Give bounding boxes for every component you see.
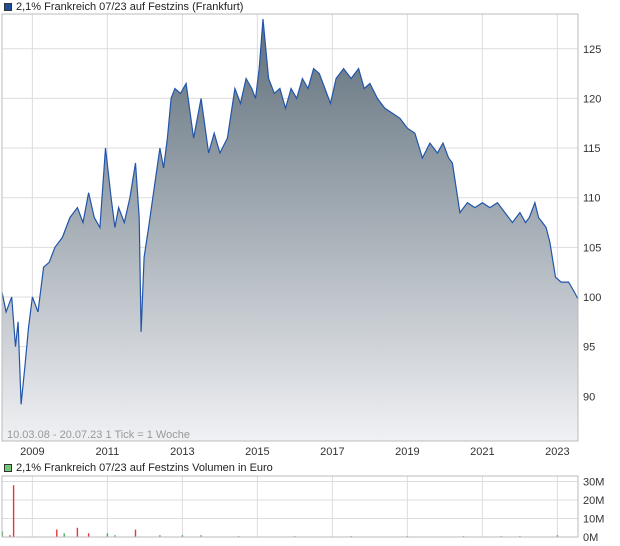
x-tick-2023: 2023 [545,446,569,458]
volume-bar [56,529,58,537]
footer-range-text: 10.03.08 - 20.07.23 1 Tick = 1 Woche [7,429,190,441]
price-y-tick-95: 95 [583,342,595,354]
price-y-tick-125: 125 [583,44,601,56]
volume-bar [106,533,109,537]
x-tick-2009: 2009 [20,446,44,458]
price-legend-label: 2,1% Frankreich 07/23 auf Festzins (Fran… [16,1,244,13]
volume-y-tick-20M: 20M [583,495,604,507]
price-y-tick-110: 110 [583,193,601,205]
volume-bar [12,485,15,537]
x-tick-2015: 2015 [245,446,269,458]
price-plot-frame [1,13,579,442]
x-tick-2017: 2017 [320,446,344,458]
price-y-tick-115: 115 [583,143,601,155]
price-panel: 90 95 100 105 110 115 120 125 2009 2011 2013 2015 20… [1,13,601,458]
price-y-tick-100: 100 [583,292,601,304]
price-y-tick-120: 120 [583,93,601,105]
price-legend-swatch [4,3,12,11]
volume-bar [134,529,137,537]
volume-bar [9,535,11,537]
price-y-tick-105: 105 [583,242,601,254]
volume-bar [114,535,116,537]
x-tick-2021: 2021 [470,446,494,458]
volume-bar [181,535,184,537]
volume-bar [200,535,202,537]
volume-bar [556,535,559,537]
price-legend: 2,1% Frankreich 07/23 auf Festzins (Fran… [4,0,243,14]
volume-legend-swatch [4,464,12,472]
x-tick-2019: 2019 [395,446,419,458]
x-tick-2013: 2013 [170,446,194,458]
volume-bar [76,527,79,537]
volume-y-tick-30M: 30M [583,477,604,489]
volume-panel: 0M 10M 20M 30M [1,475,604,544]
price-y-tick-90: 90 [583,391,595,403]
volume-bar [159,535,161,537]
volume-bar [63,533,65,537]
volume-y-tick-0M: 0M [583,532,598,544]
price-area [2,19,578,441]
volume-y-tick-10M: 10M [583,514,604,526]
volume-plot-frame [1,475,579,538]
volume-legend-label: 2,1% Frankreich 07/23 auf Festzins Volum… [16,462,273,474]
price-line [1,18,579,405]
volume-bar [87,533,90,537]
volume-legend: 2,1% Frankreich 07/23 auf Festzins Volum… [4,461,273,475]
x-tick-2011: 2011 [96,446,120,458]
